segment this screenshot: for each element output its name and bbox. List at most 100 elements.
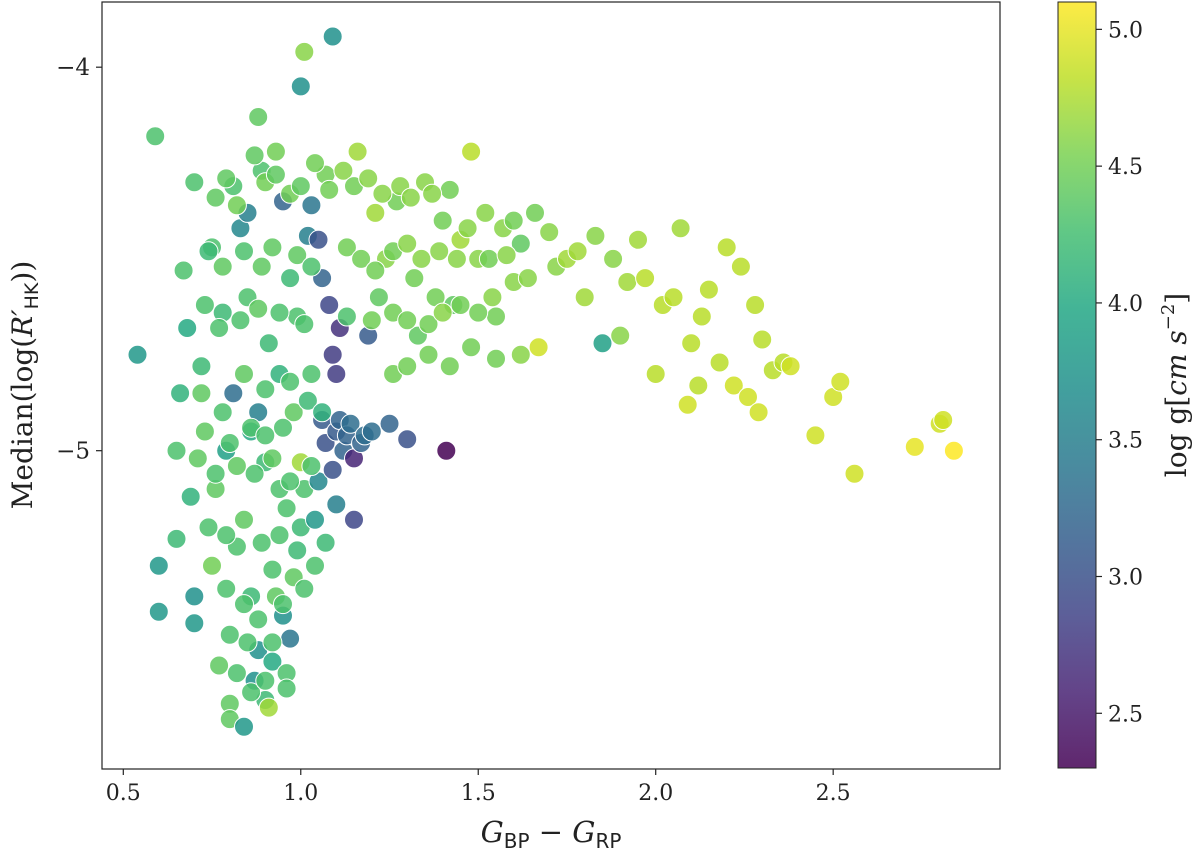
data-point <box>698 279 719 300</box>
x-tick-label: 1.0 <box>283 781 318 806</box>
data-point <box>258 333 279 354</box>
data-point <box>716 237 737 258</box>
x-tick-label: 1.5 <box>461 781 496 806</box>
data-points <box>127 26 964 737</box>
data-point <box>709 352 730 373</box>
data-point <box>361 310 382 331</box>
data-point <box>273 417 293 438</box>
data-point <box>248 107 269 127</box>
data-point <box>603 248 624 269</box>
data-point <box>418 344 439 365</box>
data-point <box>202 555 222 576</box>
data-point <box>248 298 269 319</box>
data-point <box>294 314 315 335</box>
data-point <box>482 287 503 308</box>
data-point <box>223 383 244 404</box>
data-point <box>280 268 301 289</box>
data-point <box>145 126 166 147</box>
data-point <box>365 202 386 223</box>
data-point <box>319 295 340 315</box>
data-point <box>422 183 443 204</box>
data-point <box>397 310 418 331</box>
data-point <box>429 241 450 262</box>
data-point <box>510 233 531 254</box>
data-point <box>170 383 191 404</box>
data-point <box>503 210 524 231</box>
data-point <box>340 413 361 434</box>
data-point <box>301 256 322 277</box>
y-tick-label: −5 <box>56 439 90 465</box>
data-point <box>539 222 560 243</box>
data-point <box>255 670 276 691</box>
data-point <box>351 248 372 269</box>
data-point <box>280 371 301 392</box>
data-point <box>294 41 315 62</box>
data-point <box>436 440 457 461</box>
data-point <box>745 295 766 315</box>
colorbar-tick-label: 4.5 <box>1108 155 1143 180</box>
data-point <box>194 421 215 442</box>
data-point <box>446 248 467 269</box>
data-point <box>397 233 418 254</box>
colorbar <box>1057 1 1097 769</box>
data-point <box>301 195 322 216</box>
data-point <box>628 229 648 250</box>
data-point <box>234 594 254 615</box>
data-point <box>315 532 336 553</box>
data-point <box>525 202 545 223</box>
data-point <box>322 344 343 365</box>
data-point <box>326 494 347 515</box>
data-point <box>361 421 382 442</box>
data-point <box>226 195 247 216</box>
x-axis-label: GBP − GRP <box>481 815 622 850</box>
data-point <box>226 663 247 684</box>
data-point <box>262 448 283 469</box>
colorbar-tick-label: 3.5 <box>1108 429 1143 454</box>
data-point <box>209 318 230 338</box>
data-point <box>216 578 237 599</box>
data-point <box>457 218 478 239</box>
data-point <box>244 145 265 166</box>
x-axis-ticks: 0.5 1.0 1.5 2.0 2.5 <box>106 769 851 806</box>
data-point <box>205 187 226 208</box>
data-point <box>368 287 389 308</box>
data-point <box>234 716 254 737</box>
data-point <box>241 682 262 703</box>
data-point <box>244 463 265 484</box>
data-point <box>212 402 233 423</box>
data-point <box>400 187 421 208</box>
data-point <box>567 241 588 262</box>
data-point <box>397 356 418 377</box>
data-point <box>287 540 308 561</box>
x-tick-label: 2.5 <box>816 781 851 806</box>
data-point <box>574 287 595 308</box>
data-point <box>308 229 329 250</box>
data-point <box>180 486 201 507</box>
data-point <box>510 344 531 365</box>
data-point <box>691 306 712 327</box>
data-point <box>365 260 386 281</box>
data-point <box>663 287 684 308</box>
data-point <box>904 436 925 457</box>
data-point <box>280 628 301 649</box>
data-point <box>397 429 418 450</box>
data-point <box>269 302 290 323</box>
x-tick-label: 0.5 <box>106 781 141 806</box>
data-point <box>194 295 215 315</box>
data-point <box>450 295 471 315</box>
data-point <box>212 256 233 277</box>
data-point <box>322 459 343 480</box>
data-point <box>219 433 240 453</box>
data-point <box>205 463 226 484</box>
data-point <box>173 260 194 281</box>
colorbar-ticks: 2.5 3.0 3.5 4.0 4.5 5.0 <box>1096 18 1143 727</box>
data-point <box>290 176 311 197</box>
data-point <box>670 218 691 239</box>
data-point <box>262 632 283 653</box>
data-point <box>209 655 230 676</box>
data-point <box>617 272 638 292</box>
data-point <box>830 371 851 392</box>
data-point <box>301 456 322 476</box>
data-point <box>461 337 482 358</box>
data-point <box>262 559 283 580</box>
